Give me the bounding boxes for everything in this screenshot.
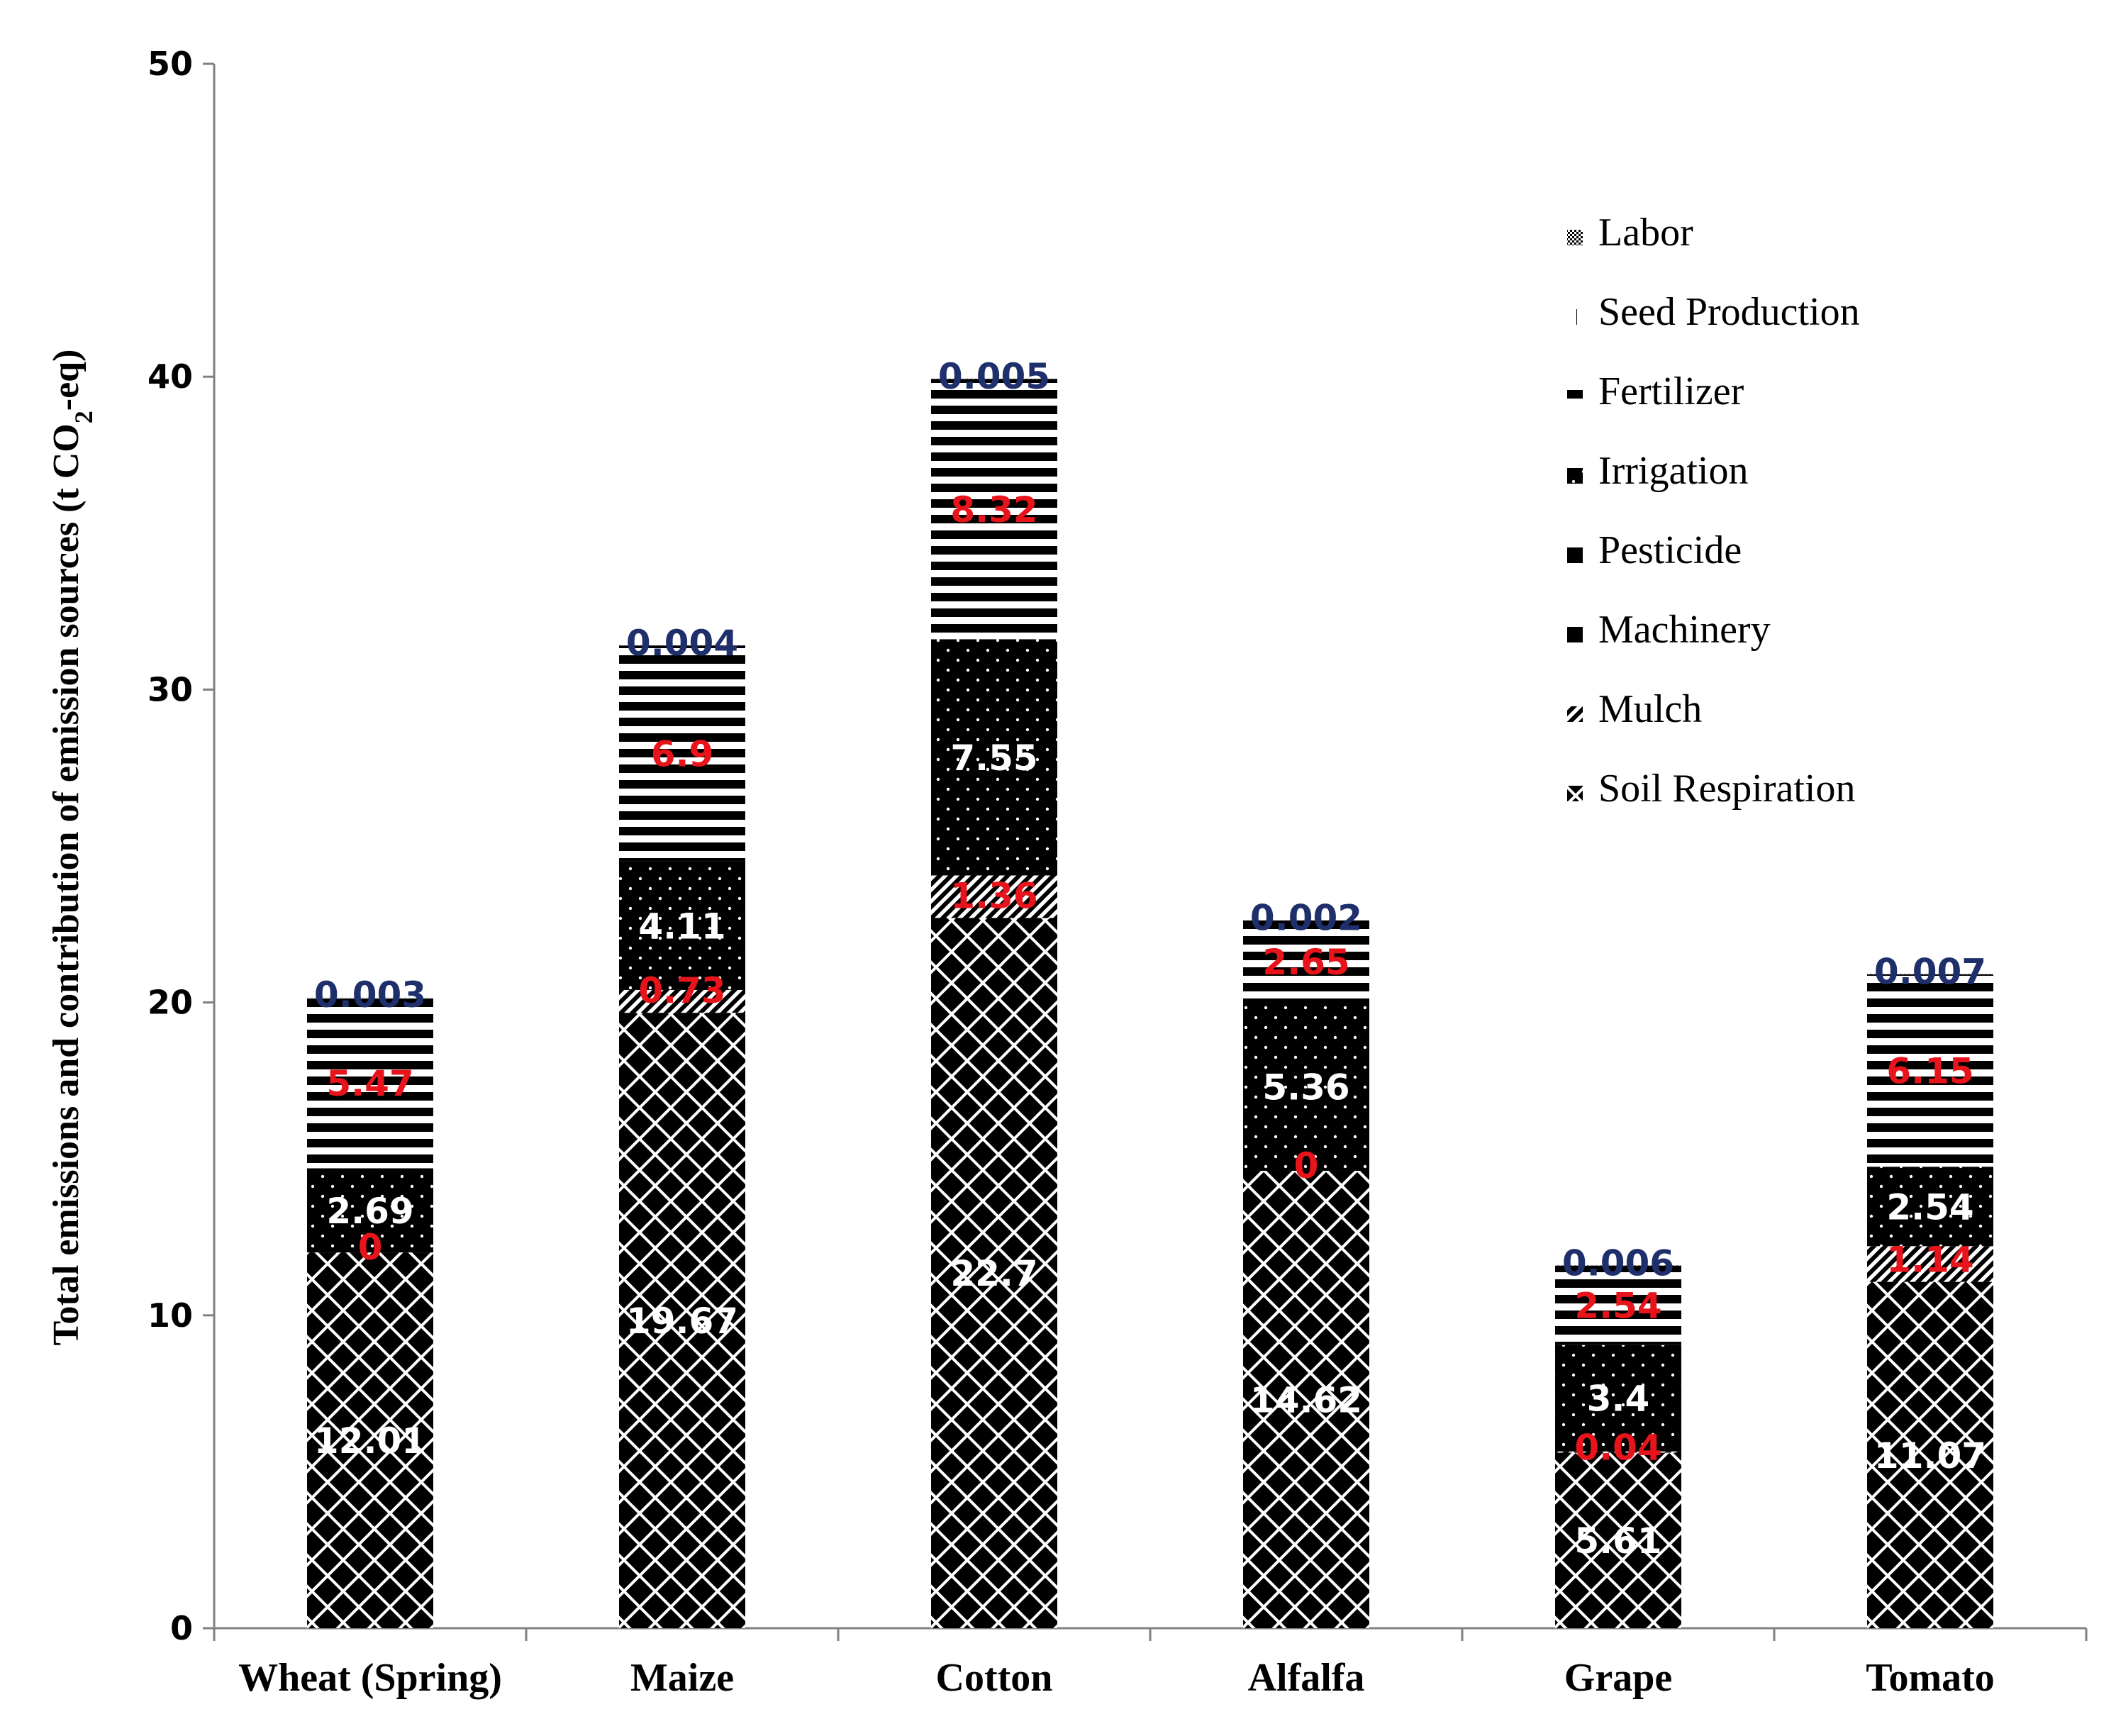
bar-segment — [1243, 920, 1369, 1003]
y-tick-label: 20 — [147, 984, 193, 1022]
y-axis-title: Total emissions and contribution of emis… — [46, 350, 98, 1346]
legend-label: Seed Production — [1598, 290, 1860, 334]
legend-swatch — [1567, 230, 1583, 245]
y-title-end: -eq) — [46, 350, 87, 411]
data-label: 0.002 — [1250, 897, 1362, 938]
x-category-label: Maize — [630, 1656, 734, 1700]
legend-label: Machinery — [1598, 608, 1771, 652]
legend-swatch — [1567, 706, 1583, 722]
y-title-main: Total emissions and contribution of emis… — [46, 423, 87, 1345]
bar-segment — [619, 1013, 745, 1628]
legend-label: Fertilizer — [1598, 369, 1744, 413]
data-label: 2.54 — [1574, 1286, 1661, 1327]
legend-swatch — [1567, 786, 1583, 801]
data-label: 0 — [1294, 1145, 1319, 1186]
bar-segment — [1867, 1167, 1993, 1247]
bar-segment — [619, 989, 745, 1013]
bar-segment — [619, 861, 745, 990]
bar-segment — [931, 918, 1057, 1628]
legend-label: Irrigation — [1598, 449, 1748, 493]
bars — [307, 379, 1993, 1628]
legend-label: Pesticide — [1598, 528, 1742, 572]
bar-segment — [1243, 1003, 1369, 1171]
data-label: 0.007 — [1874, 952, 1986, 993]
data-label: 0 — [358, 1227, 383, 1268]
x-category-label: Wheat (Spring) — [238, 1656, 502, 1700]
data-label: 1.36 — [950, 875, 1037, 916]
y-tick-label: 40 — [147, 357, 193, 396]
data-label: 0.003 — [314, 974, 426, 1016]
legend-swatch — [1567, 389, 1583, 404]
bar-segment — [307, 1168, 433, 1253]
legend-swatch — [1567, 547, 1583, 563]
bar-segment — [1555, 1345, 1681, 1452]
bar-segment — [619, 645, 745, 862]
legend: Labor Seed Production Fertilizer Irrigation… — [1567, 211, 1860, 811]
data-label: 22.7 — [950, 1253, 1037, 1294]
data-label: 19.67 — [626, 1301, 738, 1342]
data-label: 14.62 — [1250, 1379, 1362, 1420]
bar-segment — [931, 875, 1057, 918]
data-label: 11.07 — [1874, 1435, 1986, 1476]
bar-segment — [307, 997, 433, 1169]
data-label: 5.36 — [1262, 1067, 1349, 1108]
y-tick-label: 30 — [147, 670, 193, 708]
legend-label: Mulch — [1598, 687, 1702, 731]
bar-segment — [1867, 1246, 1993, 1282]
data-labels: 12.0102.695.470.00319.670.734.116.90.004… — [314, 356, 1986, 1562]
data-label: 0.004 — [626, 623, 738, 664]
legend-swatch — [1573, 309, 1577, 325]
data-label: 6.9 — [651, 733, 714, 774]
legend-label: Labor — [1598, 211, 1693, 255]
y-tick-label: 0 — [170, 1609, 193, 1647]
data-label: 5.47 — [326, 1063, 413, 1104]
data-label: 7.55 — [950, 738, 1037, 779]
data-label: 2.65 — [1262, 942, 1349, 983]
data-label: 1.14 — [1886, 1240, 1973, 1281]
data-label: 4.11 — [638, 906, 725, 947]
legend-swatch — [1567, 627, 1583, 642]
x-category-label: Alfalfa — [1248, 1656, 1365, 1700]
x-axis: Wheat (Spring) Maize Cotton Alfalfa Grape Tom… — [213, 1627, 2088, 1700]
bar-segment — [1555, 1265, 1681, 1345]
y-tick-label: 50 — [147, 45, 193, 83]
bar-segment — [1555, 1451, 1681, 1453]
bar-segment — [1243, 1170, 1369, 1628]
data-label: 0.04 — [1574, 1427, 1661, 1468]
data-label: 12.01 — [314, 1420, 426, 1462]
bar-segment — [1867, 1281, 1993, 1628]
y-title-subscript: 2 — [69, 411, 98, 423]
data-label: 6.15 — [1886, 1051, 1973, 1092]
y-tick-label: 10 — [147, 1296, 193, 1335]
bar-segment — [1555, 1452, 1681, 1628]
x-category-label: Grape — [1564, 1656, 1672, 1700]
data-label: 0.006 — [1562, 1242, 1674, 1284]
x-category-label: Tomato — [1866, 1656, 1995, 1700]
legend-label: Soil Respiration — [1598, 767, 1855, 811]
data-label: 5.61 — [1574, 1520, 1661, 1562]
y-axis: 0 10 20 30 40 50 — [147, 45, 216, 1647]
data-label: 8.32 — [950, 489, 1037, 530]
bar-segment — [1867, 974, 1993, 1167]
data-label: 2.54 — [1886, 1186, 1973, 1228]
data-label: 0.005 — [938, 356, 1050, 397]
legend-swatch — [1567, 468, 1583, 484]
bar-segment — [931, 639, 1057, 876]
data-label: 3.4 — [1587, 1379, 1650, 1420]
data-label: 0.73 — [638, 970, 725, 1011]
bar-segment — [931, 379, 1057, 640]
x-category-label: Cotton — [936, 1656, 1053, 1700]
bar-segment — [307, 1252, 433, 1628]
data-label: 2.69 — [326, 1191, 413, 1232]
